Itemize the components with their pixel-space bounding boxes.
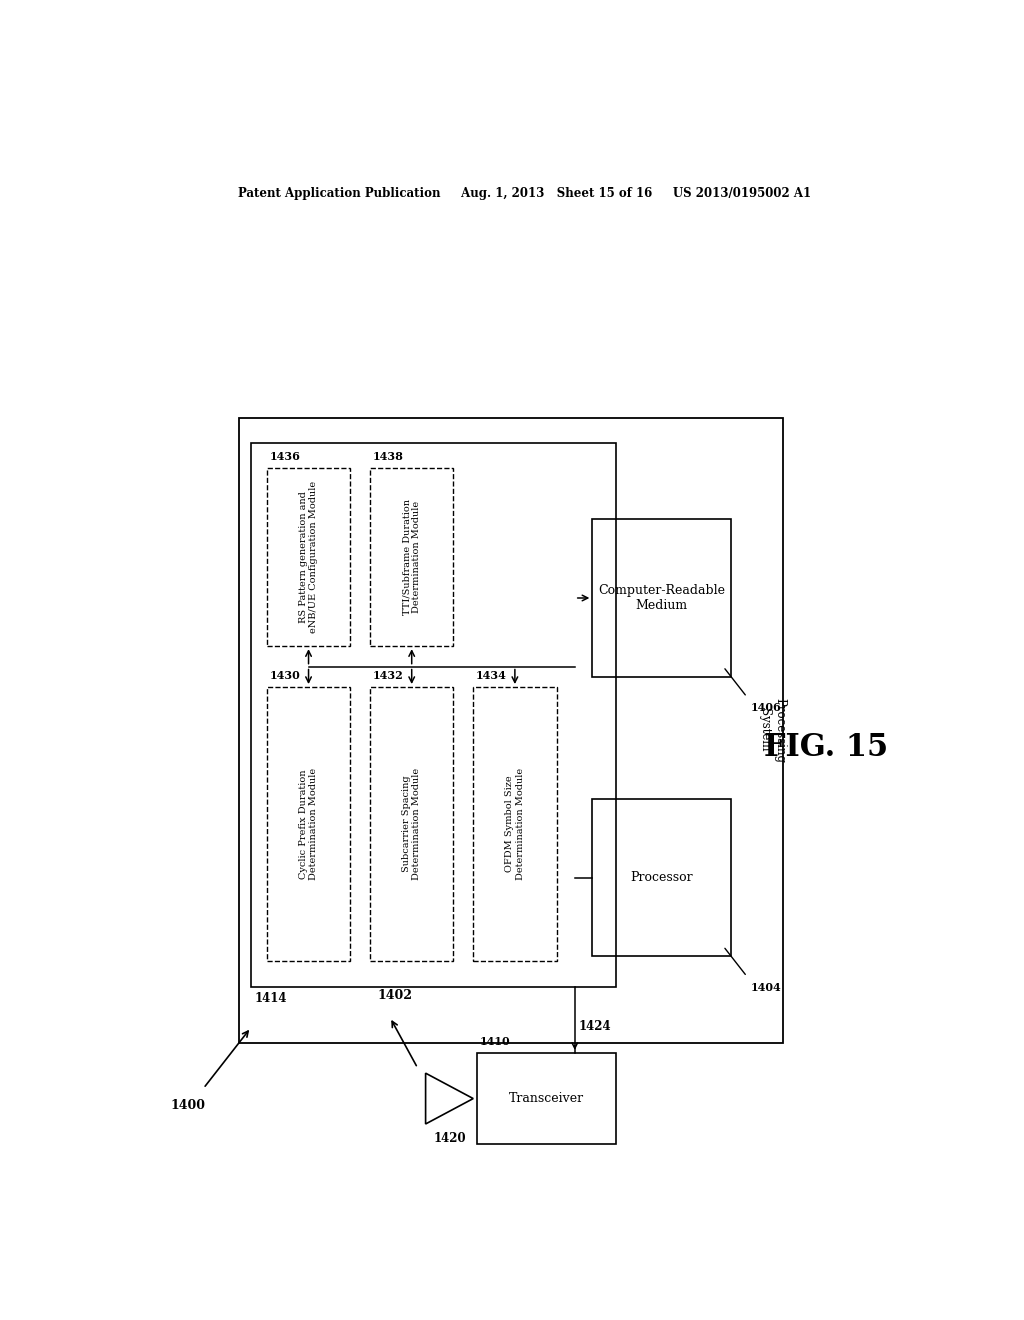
Text: 1430: 1430 — [269, 669, 300, 681]
Text: 1406: 1406 — [751, 702, 781, 713]
Bar — [251, 444, 616, 987]
Text: RS Pattern generation and
eNB/UE Configuration Module: RS Pattern generation and eNB/UE Configu… — [299, 482, 318, 634]
Text: 1420: 1420 — [433, 1133, 466, 1146]
Text: OFDM Symbol Size
Determination Module: OFDM Symbol Size Determination Module — [505, 768, 524, 880]
Text: Processing
System: Processing System — [759, 698, 786, 763]
Text: Cyclic Prefix Duration
Determination Module: Cyclic Prefix Duration Determination Mod… — [299, 768, 318, 880]
Text: Patent Application Publication     Aug. 1, 2013   Sheet 15 of 16     US 2013/019: Patent Application Publication Aug. 1, 2… — [239, 187, 811, 201]
Bar — [267, 686, 350, 961]
Text: 1402: 1402 — [378, 989, 413, 1002]
Text: 1432: 1432 — [373, 669, 403, 681]
Bar — [370, 686, 454, 961]
Text: Computer-Readable
Medium: Computer-Readable Medium — [598, 583, 725, 612]
Text: Processor: Processor — [631, 871, 693, 884]
Bar — [240, 417, 782, 1043]
Text: 1404: 1404 — [751, 982, 781, 993]
Text: 1424: 1424 — [579, 1019, 611, 1032]
Text: FIG. 15: FIG. 15 — [764, 733, 889, 763]
Text: Transceiver: Transceiver — [509, 1092, 584, 1105]
Text: 1438: 1438 — [373, 451, 403, 462]
Text: 1436: 1436 — [269, 451, 300, 462]
Bar — [473, 686, 557, 961]
Bar — [370, 469, 454, 647]
Bar — [592, 799, 731, 956]
Text: 1434: 1434 — [475, 669, 507, 681]
Bar — [477, 1053, 616, 1144]
Text: 1414: 1414 — [255, 991, 288, 1005]
Bar — [267, 469, 350, 647]
Text: 1400: 1400 — [170, 1098, 205, 1111]
Text: 1410: 1410 — [479, 1036, 510, 1047]
Text: Subcarrier Spacing
Determination Module: Subcarrier Spacing Determination Module — [402, 768, 422, 880]
Text: TTI/Subframe Duration
Determination Module: TTI/Subframe Duration Determination Modu… — [402, 499, 422, 615]
Bar — [592, 519, 731, 677]
